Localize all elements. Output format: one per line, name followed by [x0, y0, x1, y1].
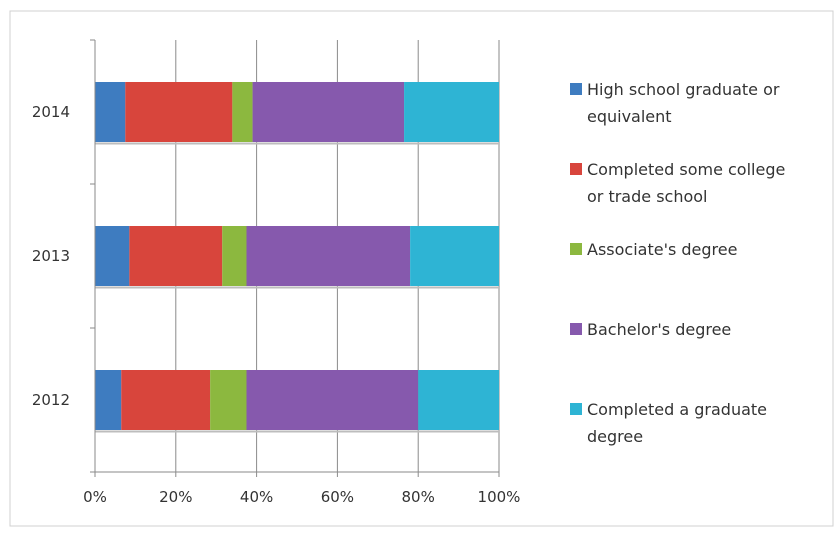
legend-label: Associate's degree: [587, 240, 737, 259]
bar-segment: [418, 370, 499, 430]
bar-segment: [95, 226, 130, 286]
bar-segment: [232, 82, 253, 142]
axes: 0% 20% 40% 60% 80% 100% 2012 2013 2014: [32, 39, 521, 506]
legend: High school graduate or equivalent Complet…: [570, 80, 785, 446]
legend-swatch: [570, 163, 582, 175]
bar-segment: [121, 370, 211, 430]
bars: [95, 82, 499, 433]
bar-segment: [246, 370, 419, 430]
legend-swatch: [570, 323, 582, 335]
x-tick-label: 100%: [478, 488, 521, 506]
bar-segment: [125, 82, 233, 142]
y-tick-label: 2012: [32, 391, 70, 409]
x-tick-label: 60%: [321, 488, 354, 506]
bar-segment: [95, 82, 126, 142]
x-tick-label: 80%: [402, 488, 435, 506]
legend-label: degree: [587, 427, 643, 446]
legend-swatch: [570, 403, 582, 415]
y-tick-label: 2014: [32, 103, 70, 121]
legend-label: Completed some college: [587, 160, 785, 179]
bar-segment: [210, 370, 247, 430]
bar-segment: [129, 226, 223, 286]
legend-label: High school graduate or: [587, 80, 780, 99]
y-tick-label: 2013: [32, 247, 70, 265]
bar-segment: [252, 82, 405, 142]
x-tick-label: 40%: [240, 488, 273, 506]
legend-label: equivalent: [587, 107, 672, 126]
bar-segment: [222, 226, 247, 286]
bar-segment: [95, 370, 122, 430]
bar-segment: [246, 226, 411, 286]
legend-label: or trade school: [587, 187, 708, 206]
bar-segment: [404, 82, 499, 142]
legend-label: Completed a graduate: [587, 400, 767, 419]
legend-swatch: [570, 83, 582, 95]
x-tick-label: 0%: [83, 488, 107, 506]
x-tick-label: 20%: [159, 488, 192, 506]
legend-swatch: [570, 243, 582, 255]
legend-label: Bachelor's degree: [587, 320, 731, 339]
bar-segment: [410, 226, 499, 286]
